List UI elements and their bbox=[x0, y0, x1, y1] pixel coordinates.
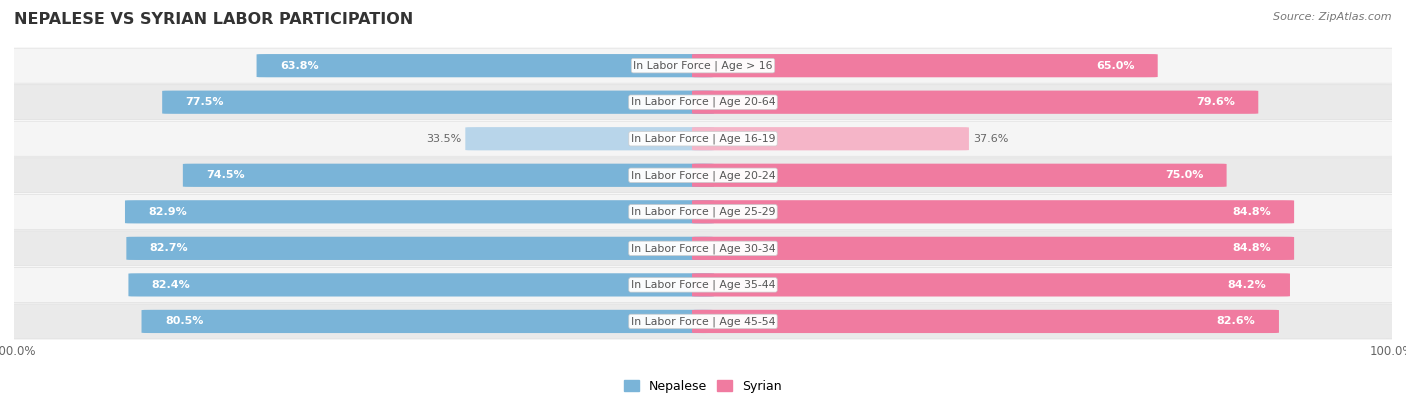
FancyBboxPatch shape bbox=[0, 194, 1406, 229]
Text: 84.8%: 84.8% bbox=[1232, 243, 1271, 253]
FancyBboxPatch shape bbox=[0, 85, 1406, 120]
Text: 74.5%: 74.5% bbox=[207, 170, 245, 180]
FancyBboxPatch shape bbox=[0, 304, 1406, 339]
Text: 80.5%: 80.5% bbox=[165, 316, 204, 326]
FancyBboxPatch shape bbox=[692, 127, 969, 150]
FancyBboxPatch shape bbox=[0, 267, 1406, 303]
Text: In Labor Force | Age 20-24: In Labor Force | Age 20-24 bbox=[631, 170, 775, 181]
Text: In Labor Force | Age 25-29: In Labor Force | Age 25-29 bbox=[631, 207, 775, 217]
FancyBboxPatch shape bbox=[0, 121, 1406, 156]
Text: 84.2%: 84.2% bbox=[1227, 280, 1267, 290]
FancyBboxPatch shape bbox=[692, 237, 1294, 260]
FancyBboxPatch shape bbox=[692, 200, 1294, 224]
FancyBboxPatch shape bbox=[692, 310, 1279, 333]
Text: Source: ZipAtlas.com: Source: ZipAtlas.com bbox=[1274, 12, 1392, 22]
FancyBboxPatch shape bbox=[183, 164, 714, 187]
Text: 63.8%: 63.8% bbox=[280, 61, 319, 71]
Text: In Labor Force | Age 35-44: In Labor Force | Age 35-44 bbox=[631, 280, 775, 290]
FancyBboxPatch shape bbox=[0, 158, 1406, 193]
FancyBboxPatch shape bbox=[162, 90, 714, 114]
FancyBboxPatch shape bbox=[142, 310, 714, 333]
FancyBboxPatch shape bbox=[465, 127, 714, 150]
FancyBboxPatch shape bbox=[0, 48, 1406, 83]
Legend: Nepalese, Syrian: Nepalese, Syrian bbox=[619, 375, 787, 395]
Text: In Labor Force | Age > 16: In Labor Force | Age > 16 bbox=[633, 60, 773, 71]
FancyBboxPatch shape bbox=[692, 54, 1157, 77]
Text: 79.6%: 79.6% bbox=[1197, 97, 1234, 107]
FancyBboxPatch shape bbox=[128, 273, 714, 297]
Text: 82.9%: 82.9% bbox=[149, 207, 187, 217]
FancyBboxPatch shape bbox=[256, 54, 714, 77]
Text: 65.0%: 65.0% bbox=[1095, 61, 1135, 71]
Text: In Labor Force | Age 45-54: In Labor Force | Age 45-54 bbox=[631, 316, 775, 327]
Text: 84.8%: 84.8% bbox=[1232, 207, 1271, 217]
FancyBboxPatch shape bbox=[692, 90, 1258, 114]
FancyBboxPatch shape bbox=[692, 164, 1226, 187]
Text: 82.4%: 82.4% bbox=[152, 280, 191, 290]
Text: 77.5%: 77.5% bbox=[186, 97, 224, 107]
FancyBboxPatch shape bbox=[0, 231, 1406, 266]
FancyBboxPatch shape bbox=[692, 273, 1289, 297]
Text: In Labor Force | Age 16-19: In Labor Force | Age 16-19 bbox=[631, 134, 775, 144]
Text: NEPALESE VS SYRIAN LABOR PARTICIPATION: NEPALESE VS SYRIAN LABOR PARTICIPATION bbox=[14, 12, 413, 27]
Text: 82.6%: 82.6% bbox=[1216, 316, 1256, 326]
Text: 75.0%: 75.0% bbox=[1164, 170, 1204, 180]
Text: 37.6%: 37.6% bbox=[973, 134, 1008, 144]
Text: In Labor Force | Age 20-64: In Labor Force | Age 20-64 bbox=[631, 97, 775, 107]
FancyBboxPatch shape bbox=[125, 200, 714, 224]
Text: 33.5%: 33.5% bbox=[426, 134, 461, 144]
Text: In Labor Force | Age 30-34: In Labor Force | Age 30-34 bbox=[631, 243, 775, 254]
Text: 82.7%: 82.7% bbox=[150, 243, 188, 253]
FancyBboxPatch shape bbox=[127, 237, 714, 260]
